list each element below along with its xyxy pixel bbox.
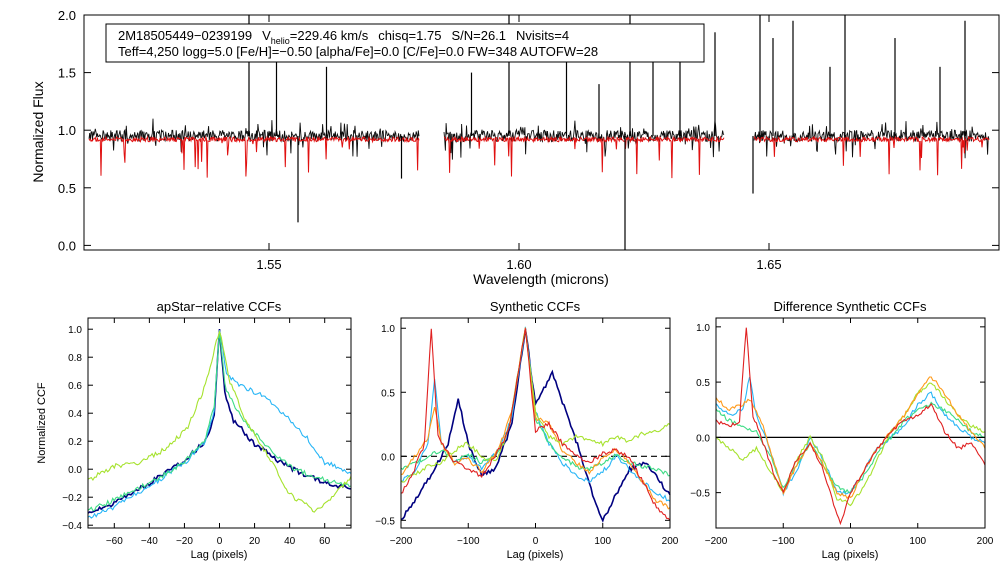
spectrum-y-tick-label: 0.0 xyxy=(58,238,76,253)
annotation-nvisits: Nvisits=4 xyxy=(516,28,569,43)
ccf-difference-title: Difference Synthetic CCFs xyxy=(774,299,927,314)
ccf-synthetic-y-tick-label: 0.0 xyxy=(381,452,395,463)
ccf-difference-y-tick-label: −0.5 xyxy=(690,489,710,500)
ccf-synthetic-x-tick-label: 100 xyxy=(594,536,611,547)
ccf-difference-series-visit-5 xyxy=(715,327,986,526)
annotation-vhelio-sub: helio xyxy=(271,36,290,46)
spectrum-panel: 1.55 1.60 1.65 0.0 0.5 1.0 1.5 2.0 Wavelength (… xyxy=(30,8,1000,287)
ccf-apstar-y-tick-label: −0.2 xyxy=(62,493,82,504)
ccf-synthetic-series-visit-4 xyxy=(400,327,671,510)
ccf-difference-y-tick-label: 0.0 xyxy=(696,433,710,444)
ccf-difference-x-tick-label: −200 xyxy=(705,536,728,547)
annotation-box xyxy=(105,23,705,63)
ccf-synthetic-series-visit-3 xyxy=(400,329,671,477)
spectrum-x-tick-label: 1.65 xyxy=(756,257,781,272)
ccf-apstar-x-tick-label: −20 xyxy=(176,536,193,547)
ccf-difference-x-tick-label: 0 xyxy=(848,536,854,547)
ccf-apstar-y-title: Normalized CCF xyxy=(36,382,48,464)
ccf-apstar-series-layer xyxy=(87,328,352,519)
ccf-synthetic-series-layer xyxy=(400,326,671,523)
annotation-line-2: Teff=4,250 logg=5.0 [Fe/H]=−0.50 [alpha/… xyxy=(118,44,598,59)
ccf-apstar-panel: −60 −40 −20 0 20 40 60 −0.4 −0.2 0.0 0.2 0.4 0.6 0.8 1… xyxy=(36,299,352,561)
ccf-apstar-ticks: −60 −40 −20 0 20 40 60 −0.4 −0.2 0.0 0.2 0.4 0.6 0.8 1… xyxy=(62,318,351,547)
ccf-apstar-y-tick-label: 0.2 xyxy=(68,437,82,448)
spectrum-observed-chip-2 xyxy=(443,120,725,160)
ccf-apstar-y-tick-label: 0.6 xyxy=(68,381,82,392)
annotation-line-1: 2M18505449−0239199 Vhelio=229.46 km/s chis… xyxy=(118,28,569,46)
ccf-difference-x-tick-label: −100 xyxy=(772,536,795,547)
spectrum-model-chip-1 xyxy=(88,135,420,178)
ccf-apstar-x-tick-label: 60 xyxy=(319,536,331,547)
ccf-difference-ticks: −200 −100 0 100 200 −0.5 0.0 0.5 1.0 xyxy=(690,318,994,547)
ccf-synthetic-x-tick-label: −100 xyxy=(457,536,480,547)
ccf-synthetic-y-tick-label: 0.5 xyxy=(381,388,395,399)
ccf-synthetic-ticks: −200 −100 0 100 200 −0.5 0.0 0.5 1.0 xyxy=(375,318,679,547)
ccf-synthetic-panel: −200 −100 0 100 200 −0.5 0.0 0.5 1.0 Synthetic C… xyxy=(375,299,679,561)
ccf-difference-x-tick-label: 200 xyxy=(977,536,994,547)
ccf-apstar-x-tick-label: 20 xyxy=(249,536,261,547)
ccf-apstar-x-tick-label: 40 xyxy=(284,536,296,547)
ccf-apstar-title: apStar−relative CCFs xyxy=(157,299,282,314)
ccf-apstar-y-tick-label: −0.4 xyxy=(62,521,82,532)
spectrum-frame xyxy=(83,14,1000,251)
ccf-apstar-series-visit-4 xyxy=(87,329,352,513)
spectrum-model-chip-2 xyxy=(443,135,725,179)
spectrum-x-tick-label: 1.55 xyxy=(256,257,281,272)
ccf-difference-panel: −200 −100 0 100 200 −0.5 0.0 0.5 1.0 Difference … xyxy=(690,299,994,561)
ccf-synthetic-series-visit-6 xyxy=(400,328,671,521)
ccf-synthetic-series-visit-1 xyxy=(400,328,671,523)
spectrum-y-tick-label: 2.0 xyxy=(58,8,76,23)
ccf-apstar-y-tick-label: 1.0 xyxy=(68,325,82,336)
ccf-synthetic-series-visit-5 xyxy=(400,330,671,483)
ccf-apstar-x-title: Lag (pixels) xyxy=(191,549,248,561)
ccf-apstar-x-tick-label: −40 xyxy=(141,536,158,547)
ccf-apstar-series-visit-2 xyxy=(87,330,352,519)
spectrum-y-tick-label: 0.5 xyxy=(58,181,76,196)
ccf-difference-x-tick-label: 100 xyxy=(909,536,926,547)
annotation-star-name: 2M18505449−0239199 xyxy=(118,28,252,43)
ccf-difference-x-title: Lag (pixels) xyxy=(822,549,879,561)
spectrum-y-tick-label: 1.0 xyxy=(58,123,76,138)
ccf-apstar-y-tick-label: 0.0 xyxy=(68,465,82,476)
spectrum-y-title: Normalized Flux xyxy=(30,81,46,182)
ccf-difference-series-layer xyxy=(715,327,986,526)
annotation-vhelio-label: V xyxy=(262,28,271,43)
spectrum-model-chip-3 xyxy=(753,135,990,176)
annotation-vhelio-value: =229.46 km/s xyxy=(290,28,369,43)
ccf-apstar-y-tick-label: 0.4 xyxy=(68,409,82,420)
ccf-synthetic-frame xyxy=(400,317,671,529)
ccf-synthetic-x-title: Lag (pixels) xyxy=(507,549,564,561)
ccf-apstar-x-tick-label: 0 xyxy=(217,536,223,547)
ccf-difference-y-tick-label: 1.0 xyxy=(696,323,710,334)
ccf-apstar-y-tick-label: 0.8 xyxy=(68,353,82,364)
ccf-apstar-x-tick-label: −60 xyxy=(106,536,123,547)
spectrum-ticks: 1.55 1.60 1.65 0.0 0.5 1.0 1.5 2.0 xyxy=(58,8,999,272)
ccf-synthetic-y-tick-label: 1.0 xyxy=(381,324,395,335)
spectrum-x-tick-label: 1.60 xyxy=(506,257,531,272)
ccf-difference-series-visit-3 xyxy=(715,382,986,507)
annotation-snr: S/N=26.1 xyxy=(451,28,506,43)
annotation-chisq: chisq=1.75 xyxy=(378,28,441,43)
spectrum-annotation: 2M18505449−0239199 Vhelio=229.46 km/s chis… xyxy=(105,23,705,63)
spectrum-x-title: Wavelength (microns) xyxy=(473,271,609,287)
ccf-apstar-series-visit-3 xyxy=(87,331,352,512)
ccf-difference-series-visit-4 xyxy=(715,376,986,500)
ccf-synthetic-x-tick-label: −200 xyxy=(390,536,413,547)
ccf-apstar-series-visit-1 xyxy=(87,328,352,514)
ccf-synthetic-x-tick-label: 0 xyxy=(533,536,539,547)
ccf-synthetic-x-tick-label: 200 xyxy=(662,536,679,547)
spectrum-y-tick-label: 1.5 xyxy=(58,66,76,81)
ccf-synthetic-y-tick-label: −0.5 xyxy=(375,516,395,527)
ccf-difference-y-tick-label: 0.5 xyxy=(696,378,710,389)
ccf-synthetic-title: Synthetic CCFs xyxy=(490,299,581,314)
